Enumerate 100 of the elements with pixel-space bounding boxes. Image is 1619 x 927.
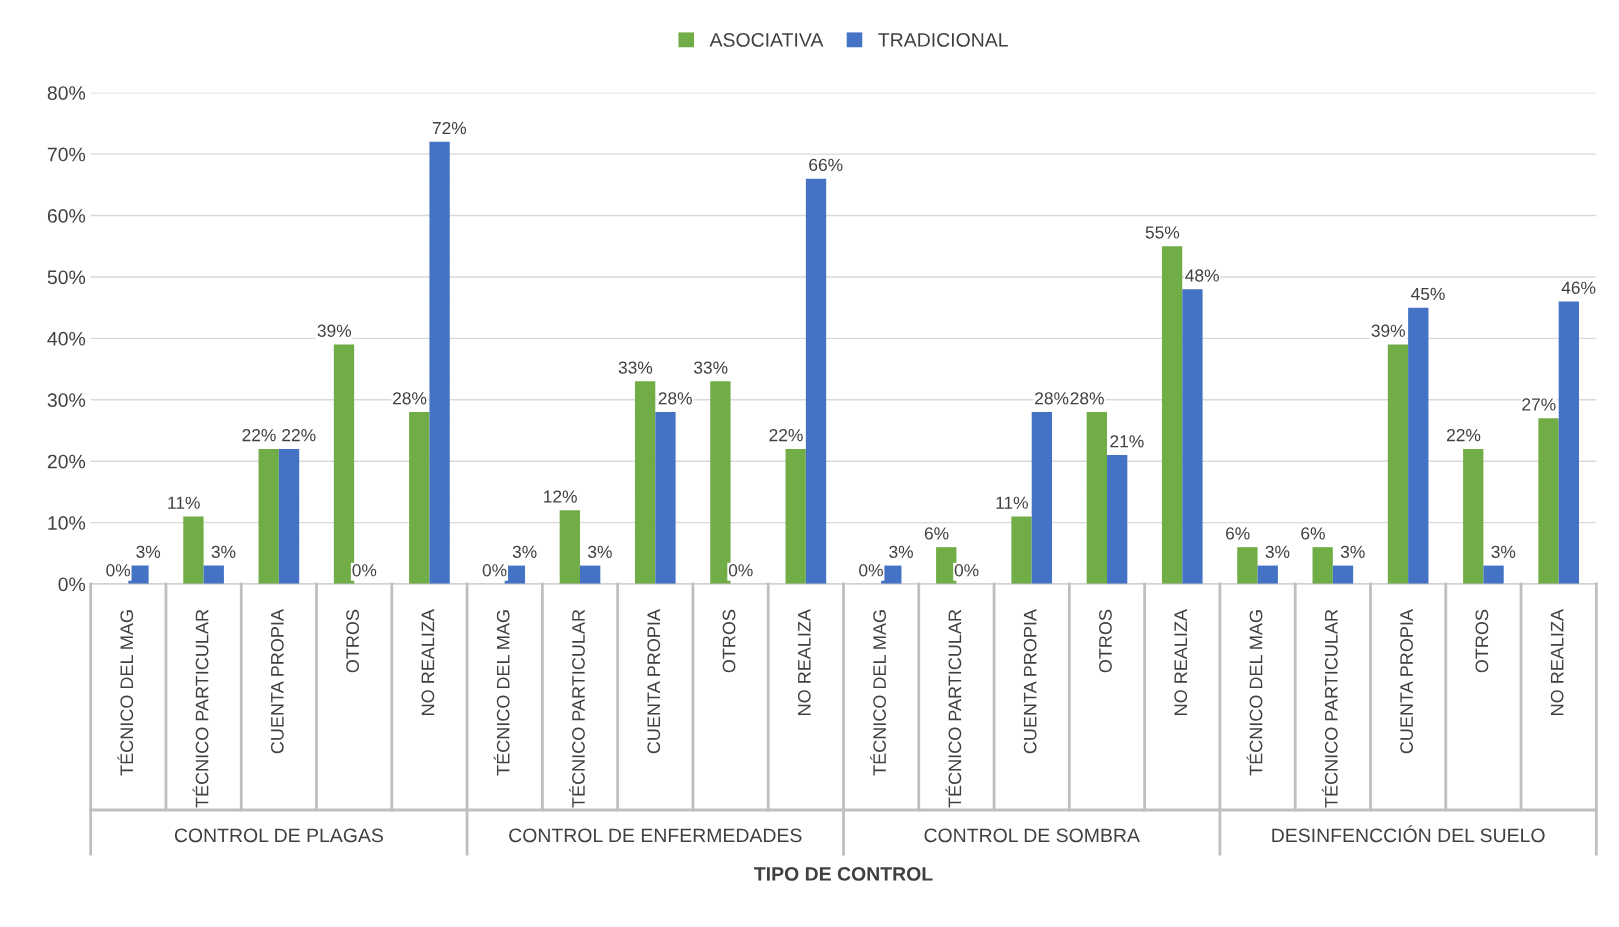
data-label: 28% — [658, 392, 692, 405]
bar — [1538, 418, 1559, 585]
y-tick-label: 20% — [47, 454, 86, 469]
x-tick-label: NO REALIZA — [421, 609, 435, 715]
bar — [1086, 412, 1107, 585]
y-tick-label: 40% — [47, 331, 86, 346]
bar — [655, 412, 676, 585]
bar — [258, 448, 279, 585]
legend-label: ASOCIATIVA — [709, 33, 824, 47]
x-tick-label: OTROS — [722, 609, 736, 673]
bar — [1387, 344, 1409, 585]
data-label: 3% — [1340, 545, 1365, 558]
data-label: 55% — [1145, 226, 1180, 239]
data-label: 3% — [588, 545, 612, 558]
y-tick-label: 70% — [47, 147, 86, 162]
data-label: 6% — [1226, 527, 1250, 540]
data-label: 22% — [282, 429, 316, 442]
data-label: 3% — [1491, 545, 1516, 558]
data-label: 0% — [728, 564, 753, 577]
data-label: 33% — [618, 361, 653, 374]
bar — [1312, 547, 1333, 585]
x-tick-label: TÉCNICO DEL MAG — [1246, 610, 1263, 776]
x-tick-label: TÉCNICO DEL MAG — [493, 610, 510, 776]
data-label: 33% — [693, 361, 728, 374]
x-tick-label: TÉCNICO PARTICULAR — [569, 609, 585, 808]
bar — [1161, 246, 1183, 585]
x-tick-label: TÉCNICO DEL MAG — [870, 610, 886, 776]
bar — [183, 516, 204, 585]
data-label: 66% — [809, 158, 843, 172]
y-tick-label: 0% — [58, 577, 86, 592]
y-tick-label: 30% — [47, 393, 86, 408]
x-tick-label: TÉCNICO DEL MAG — [117, 610, 134, 776]
data-label: 22% — [1447, 429, 1481, 442]
x-tick-label: CUENTA PROPIA — [647, 609, 661, 754]
data-label: 3% — [889, 545, 913, 558]
bar — [429, 141, 450, 585]
data-label: 0% — [954, 564, 979, 577]
bar — [1237, 547, 1258, 585]
data-label: 72% — [432, 121, 467, 135]
bar — [409, 412, 430, 585]
data-label: 28% — [1035, 392, 1069, 405]
data-label: 48% — [1185, 269, 1219, 282]
data-label: 46% — [1561, 281, 1596, 294]
x-tick-label: TÉCNICO PARTICULAR — [945, 609, 962, 808]
bar — [710, 381, 731, 585]
bar — [1106, 455, 1128, 585]
bar — [1257, 565, 1278, 585]
y-tick-label: 60% — [47, 209, 86, 223]
x-axis-title: TIPO DE CONTROL — [754, 867, 933, 881]
data-label: 11% — [996, 496, 1028, 509]
x-tick-label: TÉCNICO PARTICULAR — [1321, 609, 1338, 808]
bar — [559, 510, 581, 585]
bar — [1558, 301, 1580, 585]
bar — [1483, 565, 1504, 585]
bar — [1182, 289, 1203, 585]
bar — [1031, 412, 1053, 585]
bar — [634, 381, 656, 585]
data-label: 3% — [1265, 545, 1290, 558]
y-tick-label: 10% — [48, 516, 86, 530]
bar — [1463, 448, 1484, 585]
x-tick-label: OTROS — [1099, 609, 1112, 673]
text: CONTROL DE SOMBRA — [924, 828, 1140, 843]
bar — [1011, 516, 1032, 585]
x-tick-label: CUENTA PROPIA — [1400, 609, 1413, 754]
data-label: 3% — [211, 545, 236, 558]
y-tick-label: 50% — [47, 270, 86, 285]
data-label: 39% — [317, 324, 352, 337]
data-label: 6% — [1301, 527, 1325, 540]
data-label: 45% — [1411, 287, 1445, 301]
data-label: 0% — [482, 564, 507, 577]
bar — [278, 448, 300, 585]
x-tick-label: OTROS — [1475, 609, 1489, 673]
data-label: 11% — [168, 496, 200, 509]
legend-label: TRADICIONAL — [878, 33, 1008, 47]
x-tick-label: CUENTA PROPIA — [270, 609, 284, 754]
data-label: 28% — [393, 392, 427, 405]
bar — [805, 178, 827, 585]
x-tick-label: NO REALIZA — [1550, 609, 1564, 715]
text: CONTROL DE PLAGAS — [174, 828, 383, 843]
data-label: 12% — [544, 490, 577, 503]
x-tick-label: OTROS — [346, 609, 359, 673]
x-tick-label: NO REALIZA — [797, 609, 811, 715]
text: DESINFENCCIÓN DEL SUELO — [1272, 825, 1545, 843]
data-label: 0% — [106, 564, 131, 577]
data-label: 22% — [769, 429, 803, 442]
bar — [203, 565, 224, 585]
bar — [1332, 565, 1354, 585]
x-tick-label: NO REALIZA — [1174, 609, 1188, 715]
data-label: 3% — [512, 545, 537, 558]
bar — [580, 565, 601, 585]
x-tick-label: TÉCNICO PARTICULAR — [192, 609, 209, 808]
data-label: 39% — [1371, 324, 1405, 337]
data-label: 0% — [859, 564, 883, 577]
bar — [785, 448, 806, 585]
x-tick-label: CUENTA PROPIA — [1023, 609, 1037, 754]
data-label: 21% — [1110, 435, 1144, 448]
data-label: 0% — [352, 564, 377, 577]
data-label: 6% — [924, 527, 949, 540]
data-label: 3% — [136, 545, 161, 558]
bar — [1408, 307, 1429, 585]
